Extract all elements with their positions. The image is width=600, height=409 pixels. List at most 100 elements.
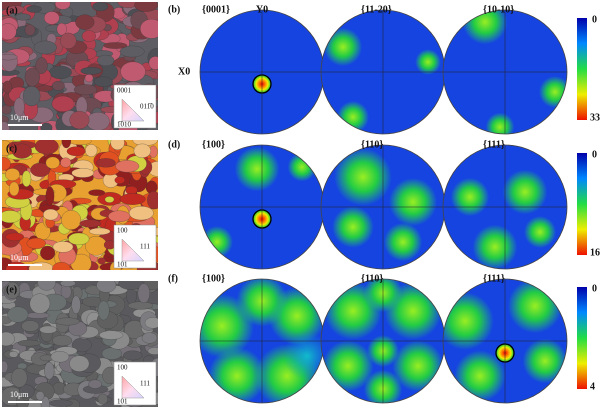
ipf-triangle xyxy=(121,238,145,262)
grain xyxy=(60,157,72,168)
grain xyxy=(35,57,48,74)
grain xyxy=(52,261,71,270)
grain xyxy=(29,293,51,314)
intensity xyxy=(334,148,392,206)
grain xyxy=(114,176,125,185)
ipf-label: 101 xyxy=(117,398,128,406)
grain xyxy=(35,391,45,401)
ipf-label: 100 xyxy=(117,364,128,372)
grain xyxy=(4,281,20,300)
grain xyxy=(96,158,116,168)
pole-title: {100} xyxy=(202,139,225,150)
rim xyxy=(442,278,568,404)
pole-map xyxy=(443,10,567,134)
grain xyxy=(108,210,131,223)
grain xyxy=(2,23,17,41)
micrograph: (e) 10μm 100 111 101 xyxy=(2,281,158,407)
grain xyxy=(8,350,19,358)
grain xyxy=(7,306,29,323)
grain xyxy=(2,121,10,130)
grain xyxy=(71,295,81,314)
colorbar xyxy=(577,18,587,120)
pole-title: {10-10} xyxy=(483,4,514,15)
pole-figure xyxy=(199,278,325,404)
pole-map xyxy=(200,279,324,403)
intensity xyxy=(322,340,374,392)
grain-map xyxy=(2,140,158,270)
grain xyxy=(17,339,41,347)
grain xyxy=(52,241,74,253)
grain xyxy=(2,53,18,61)
grain xyxy=(15,13,31,21)
grain xyxy=(13,97,25,117)
intensity xyxy=(522,338,567,384)
pole-title: {110} xyxy=(361,139,383,150)
intensity xyxy=(485,112,515,134)
grain xyxy=(50,351,70,363)
grain xyxy=(148,56,158,70)
grain xyxy=(26,5,42,13)
pole-figure xyxy=(442,9,568,135)
pole-figure xyxy=(199,144,325,270)
grain xyxy=(54,2,71,10)
grain xyxy=(37,281,56,291)
grain xyxy=(127,301,154,310)
grain xyxy=(36,85,54,92)
grain xyxy=(8,181,20,197)
grain xyxy=(134,2,158,12)
grain xyxy=(52,334,73,347)
grain xyxy=(55,317,80,326)
scale-bar-label: 10μm xyxy=(10,113,29,122)
grain xyxy=(5,232,25,242)
grain xyxy=(144,317,158,329)
grain xyxy=(79,219,101,228)
colorbar-label: 0 xyxy=(592,283,597,294)
intensity xyxy=(415,49,441,75)
scale-bar-label: 10μm xyxy=(10,390,29,399)
grain xyxy=(75,14,95,30)
intensity xyxy=(502,169,548,215)
grain xyxy=(141,332,158,344)
grain xyxy=(68,232,90,246)
intensity xyxy=(450,177,490,217)
intensity xyxy=(389,178,437,226)
grain xyxy=(97,393,108,405)
grain xyxy=(21,170,32,187)
colorbar xyxy=(577,153,587,255)
intensity xyxy=(201,226,233,258)
colorbar-label: 33 xyxy=(590,112,600,123)
grain xyxy=(89,227,111,236)
intensity xyxy=(524,216,556,248)
grain xyxy=(115,160,140,173)
grain xyxy=(40,245,56,261)
grain-map xyxy=(2,281,158,407)
panel-label: (f) xyxy=(168,273,178,284)
grain xyxy=(21,320,40,332)
grain xyxy=(120,61,146,82)
ipf-label: 100 xyxy=(117,227,128,235)
grain xyxy=(69,140,92,146)
grain xyxy=(93,76,113,88)
grain xyxy=(99,330,124,340)
grain xyxy=(96,54,115,67)
pole-figure xyxy=(442,144,568,270)
intensity xyxy=(454,350,506,402)
grain xyxy=(2,360,9,373)
grain xyxy=(104,196,115,203)
grain xyxy=(24,24,36,36)
grain xyxy=(147,347,158,355)
ipf-label: 111 xyxy=(140,380,150,388)
ipf-label: 011̅0 xyxy=(140,103,154,111)
grain xyxy=(123,350,143,361)
grain xyxy=(45,156,60,169)
grain xyxy=(45,186,55,206)
panel-label: (c) xyxy=(6,143,17,154)
grain xyxy=(56,22,67,36)
grain xyxy=(139,18,158,39)
grain xyxy=(96,281,117,293)
grain xyxy=(51,95,75,112)
grain xyxy=(2,9,12,16)
grain xyxy=(11,368,28,388)
colorbar xyxy=(577,287,587,389)
